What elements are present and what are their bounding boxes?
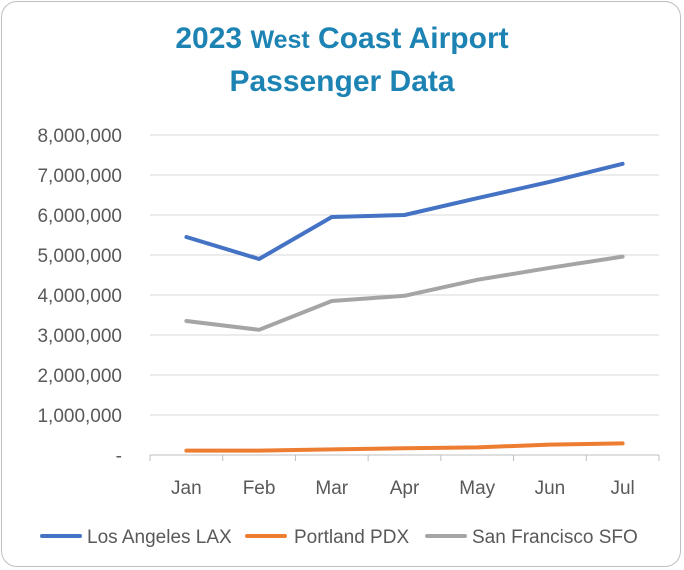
y-tick-label: 5,000,000: [37, 246, 122, 267]
legend-label: San Francisco SFO: [472, 527, 638, 548]
x-tick-label: Apr: [390, 478, 420, 499]
series-lines: [184, 161, 625, 453]
x-tick-label: Jan: [171, 478, 202, 499]
y-tick-label: 8,000,000: [37, 126, 122, 147]
legend-label: Portland PDX: [294, 527, 409, 548]
title-part-west: West: [250, 26, 310, 54]
chart-title: 2023 West Coast Airport Passenger Data: [0, 18, 684, 103]
y-tick-label: 7,000,000: [37, 166, 122, 187]
y-tick-label: 6,000,000: [37, 206, 122, 227]
legend-label: Los Angeles LAX: [87, 527, 232, 548]
x-tick-label: Jul: [610, 478, 634, 499]
y-tick-label: -: [116, 446, 122, 467]
legend: Los Angeles LAX Portland PDX San Francisco…: [40, 527, 638, 548]
x-axis-tick-labels: Jan Feb Mar Apr May Jun Jul: [171, 478, 635, 499]
y-tick-label: 3,000,000: [37, 326, 122, 347]
title-part-coast-airport: Coast Airport: [309, 22, 509, 55]
title-line-1: 2023 West Coast Airport: [0, 18, 684, 61]
title-part-year: 2023: [175, 22, 251, 55]
series-line-san-francisco-sfo: [184, 254, 625, 332]
series-line-portland-pdx: [184, 441, 625, 453]
series-line-los-angeles-lax: [184, 161, 625, 261]
x-tick-label: Feb: [243, 478, 276, 499]
title-line-2: Passenger Data: [229, 65, 455, 98]
y-axis-tick-labels: - 1,000,000 2,000,000 3,000,000 4,000,000 5,0…: [37, 126, 122, 467]
x-tick-label: May: [459, 478, 495, 499]
gridlines: [149, 134, 660, 461]
y-tick-label: 2,000,000: [37, 366, 122, 387]
x-tick-label: Jun: [535, 478, 566, 499]
y-tick-label: 1,000,000: [37, 406, 122, 427]
y-tick-label: 4,000,000: [37, 286, 122, 307]
x-tick-label: Mar: [315, 478, 348, 499]
